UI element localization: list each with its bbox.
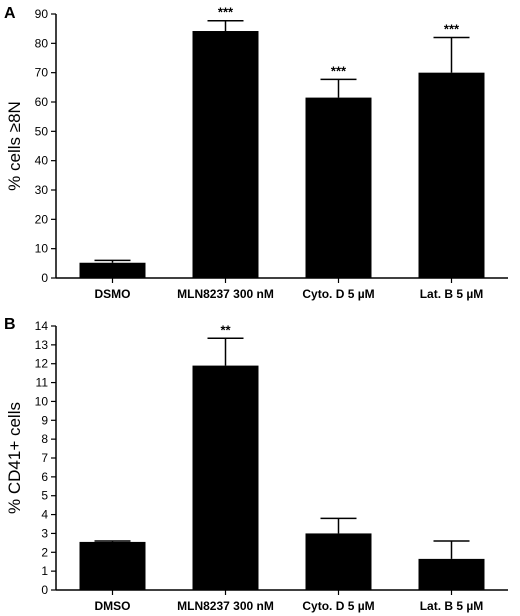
y-tick-label: 0 bbox=[41, 271, 48, 285]
significance-label: *** bbox=[444, 21, 460, 36]
y-tick-label: 80 bbox=[35, 36, 49, 50]
y-tick-label: 0 bbox=[41, 583, 48, 597]
y-tick-label: 6 bbox=[41, 470, 48, 484]
y-tick-label: 90 bbox=[35, 7, 49, 21]
y-tick-label: 50 bbox=[35, 124, 49, 138]
bar-3 bbox=[305, 533, 372, 590]
y-tick-label: 12 bbox=[35, 357, 49, 371]
x-tick-label: DMSO bbox=[95, 599, 131, 613]
y-tick-label: 3 bbox=[41, 526, 48, 540]
panel-letter: B bbox=[4, 316, 16, 333]
y-tick-label: 1 bbox=[41, 564, 48, 578]
bar-4 bbox=[418, 558, 485, 590]
y-tick-label: 40 bbox=[35, 154, 49, 168]
panel-letter: A bbox=[4, 5, 16, 22]
x-tick-label: Cyto. D 5 µM bbox=[302, 287, 374, 301]
significance-label: *** bbox=[331, 63, 347, 78]
panel-a-chart: A % cells ≥8N *** *** *** 0 10 20 30 40 50 60 70 80 90… bbox=[4, 5, 508, 301]
panel-b-chart: B% CD41+ cells**01234567891011121314DMSO… bbox=[4, 316, 508, 613]
y-tick-label: 20 bbox=[35, 212, 49, 226]
x-tick-label: Cyto. D 5 µM bbox=[302, 599, 374, 613]
y-tick-label: 14 bbox=[35, 319, 49, 333]
bar-4 bbox=[418, 72, 485, 279]
y-tick-label: 7 bbox=[41, 451, 48, 465]
x-tick-label: Lat. B 5 µM bbox=[420, 287, 484, 301]
bar-1 bbox=[79, 262, 146, 278]
error-bar-1 bbox=[94, 259, 131, 263]
x-tick-label: MLN8237 300 nM bbox=[177, 287, 274, 301]
y-tick-label: 70 bbox=[35, 66, 49, 80]
y-tick-label: 2 bbox=[41, 545, 48, 559]
error-bar-2 bbox=[207, 337, 244, 366]
error-bar-3 bbox=[320, 78, 357, 98]
x-tick-label: MLN8237 300 nM bbox=[177, 599, 274, 613]
x-tick-label: DSMO bbox=[95, 287, 131, 301]
significance-label: *** bbox=[218, 5, 234, 20]
y-tick-label: 4 bbox=[41, 508, 48, 522]
y-tick-label: 11 bbox=[36, 376, 49, 390]
error-bar-4 bbox=[433, 36, 470, 73]
bar-1 bbox=[79, 541, 146, 590]
y-tick-label: 10 bbox=[35, 394, 49, 408]
bar-2 bbox=[192, 31, 259, 278]
y-tick-label: 9 bbox=[41, 413, 48, 427]
x-tick-label: Lat. B 5 µM bbox=[420, 599, 484, 613]
y-tick-label: 30 bbox=[35, 183, 49, 197]
error-bar-3 bbox=[320, 517, 357, 534]
y-axis-label: % cells ≥8N bbox=[5, 101, 24, 191]
y-axis-label: % CD41+ cells bbox=[5, 402, 24, 514]
error-bar-4 bbox=[433, 540, 470, 559]
y-tick-label: 60 bbox=[35, 95, 49, 109]
error-bar-1 bbox=[94, 540, 131, 542]
y-tick-label: 5 bbox=[41, 489, 48, 503]
significance-label: ** bbox=[220, 322, 231, 337]
y-tick-label: 13 bbox=[35, 338, 49, 352]
y-tick-label: 10 bbox=[35, 242, 49, 256]
bar-3 bbox=[305, 97, 372, 278]
y-tick-label: 8 bbox=[41, 432, 48, 446]
error-bar-2 bbox=[207, 19, 244, 32]
bar-2 bbox=[192, 365, 259, 590]
